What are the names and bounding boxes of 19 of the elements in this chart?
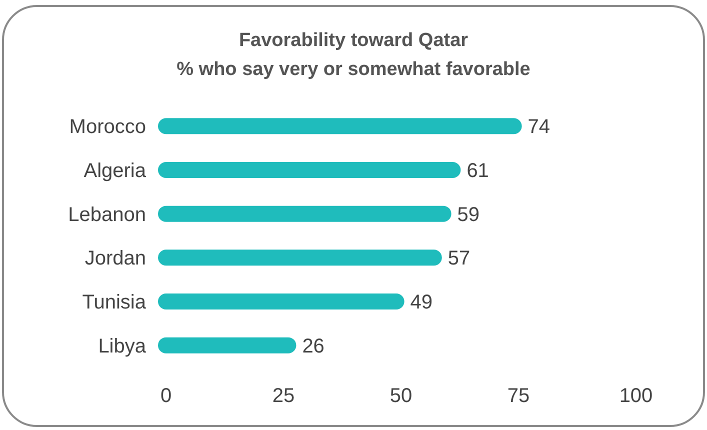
y-tick-label: Algeria xyxy=(84,160,147,182)
data-label: 57 xyxy=(448,248,470,270)
y-tick-label: Libya xyxy=(98,335,147,358)
y-tick-label: Lebanon xyxy=(68,204,146,226)
data-label: 74 xyxy=(528,116,550,138)
x-tick-label: 0 xyxy=(160,385,172,407)
data-label: 59 xyxy=(457,204,480,226)
y-tick-label: Morocco xyxy=(69,116,146,138)
y-tick-label: Jordan xyxy=(84,248,146,270)
data-label: 49 xyxy=(410,291,433,314)
x-tick-label: 75 xyxy=(507,385,530,407)
x-tick-label: 50 xyxy=(390,385,412,407)
data-label: 26 xyxy=(302,335,324,358)
chart-subtitle: % who say very or somewhat favorable xyxy=(176,59,530,80)
data-label: 61 xyxy=(466,160,489,182)
chart-title: Favorability toward Qatar xyxy=(238,30,469,51)
x-tick-label: 100 xyxy=(619,385,653,407)
x-tick-label: 25 xyxy=(272,385,295,407)
y-tick-label: Tunisia xyxy=(82,291,147,314)
